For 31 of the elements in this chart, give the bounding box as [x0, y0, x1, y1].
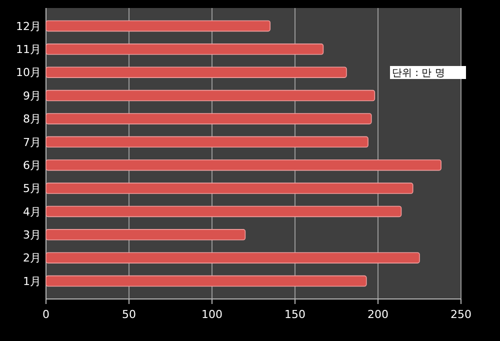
bar [46, 275, 367, 287]
x-tick-label: 250 [450, 308, 472, 321]
bar [46, 44, 324, 55]
y-tick-label: 6月 [23, 158, 41, 172]
bar [46, 252, 420, 264]
x-tick-label: 100 [202, 308, 222, 321]
bar [46, 229, 246, 240]
x-tick-label: 200 [368, 308, 388, 321]
y-tick-label: 10月 [16, 66, 41, 80]
y-tick-label: 1月 [23, 274, 41, 288]
y-tick-label: 12月 [16, 20, 41, 33]
y-tick-label: 11月 [16, 43, 41, 56]
y-tick-label: 9月 [23, 89, 41, 102]
y-tick-label: 7月 [23, 136, 41, 149]
y-tick-label: 5月 [23, 182, 41, 196]
x-tick-label: 50 [122, 308, 136, 321]
bar [46, 66, 347, 78]
y-tick-label: 3月 [23, 228, 41, 242]
bar [46, 113, 372, 124]
annotation: 단위 : 만 명 [392, 68, 445, 79]
bar [46, 90, 376, 102]
y-tick-label: 2月 [23, 252, 41, 265]
x-tick-label: 150 [284, 308, 306, 321]
y-tick-label: 8月 [23, 112, 41, 126]
bar [46, 136, 368, 148]
y-tick-label: 4月 [23, 205, 41, 218]
bar [46, 206, 402, 218]
bar [46, 20, 270, 32]
x-tick-label: 0 [42, 308, 50, 321]
bar [46, 182, 414, 194]
bar [46, 159, 442, 171]
